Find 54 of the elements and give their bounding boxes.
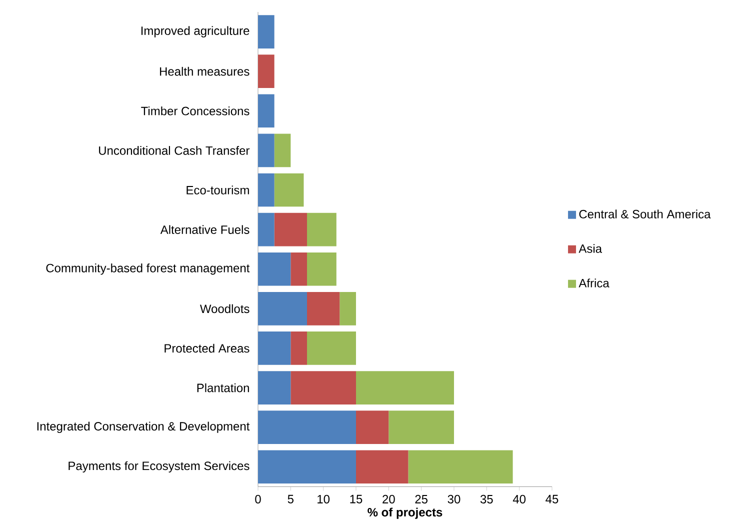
- bar: [258, 410, 356, 444]
- bar: [290, 332, 307, 365]
- bar: [258, 332, 291, 365]
- y-tick-label: Plantation: [197, 383, 249, 392]
- bar: [258, 252, 291, 286]
- y-tick-label: Timber Concessions: [141, 106, 250, 116]
- bar: [274, 212, 307, 246]
- y-tick-label: Protected Areas: [164, 344, 250, 353]
- x-tick-label: 25: [415, 494, 428, 504]
- bar: [258, 134, 274, 168]
- bar: [258, 450, 356, 484]
- x-tick-label: 10: [318, 494, 330, 504]
- x-tick-label: 30: [448, 494, 460, 504]
- bar: [274, 173, 304, 207]
- bar: [258, 173, 274, 207]
- y-tick-label: Integrated Conservation & Development: [37, 422, 250, 433]
- x-tick-label: 0: [255, 494, 261, 504]
- y-tick-label: Payments for Ecosystem Services: [68, 461, 250, 472]
- bar: [307, 332, 356, 365]
- y-tick-label: Eco-tourism: [186, 186, 249, 194]
- bar: [274, 134, 291, 168]
- y-tick-label: Woodlots: [200, 304, 250, 314]
- bar: [258, 371, 291, 404]
- x-tick-label: 15: [350, 494, 362, 504]
- bar: [307, 212, 336, 246]
- bar: [340, 292, 356, 326]
- bar: [258, 94, 274, 128]
- bar: [356, 371, 454, 404]
- bar: [258, 54, 274, 88]
- y-tick-label: Health measures: [160, 66, 250, 76]
- x-tick-label: 5: [288, 494, 294, 504]
- bar: [290, 371, 356, 404]
- bar: [356, 410, 389, 444]
- x-tick-label: 45: [546, 494, 558, 504]
- bar: [290, 252, 307, 286]
- x-axis-title: % of projects: [368, 508, 442, 519]
- bar: [258, 212, 274, 246]
- legend-label: Africa: [578, 278, 610, 288]
- legend-label: Central & South America: [579, 210, 711, 218]
- bar: [307, 292, 340, 326]
- y-tick-label: Unconditional Cash Transfer: [99, 146, 250, 155]
- y-tick-label: Community-based forest management: [46, 264, 250, 275]
- x-tick-label: 35: [480, 494, 493, 504]
- x-tick-label: 20: [382, 494, 395, 504]
- bar: [307, 252, 336, 286]
- y-tick-label: Alternative Fuels: [160, 225, 250, 234]
- bar: [258, 15, 274, 48]
- legend-label: Asia: [578, 244, 602, 253]
- bar: [356, 450, 408, 484]
- bar: [258, 292, 307, 326]
- x-tick-label: 40: [512, 494, 526, 504]
- y-tick-label: Improved agriculture: [141, 26, 250, 38]
- bar: [388, 410, 454, 444]
- bar: [408, 450, 513, 484]
